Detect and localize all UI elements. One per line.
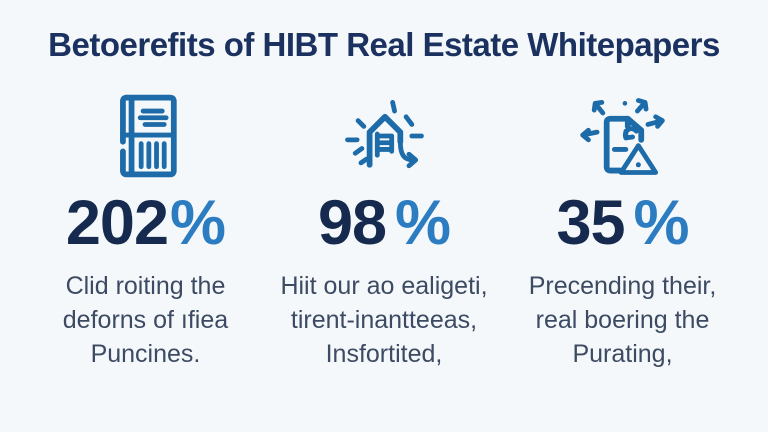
document-warning-arrows-icon	[570, 82, 676, 190]
stat-number: 98	[317, 188, 387, 258]
stat-caption: Precending their, real boering the Purat…	[529, 269, 717, 371]
stat-caption: Clid roiting the deforns of ıfiea Puncin…	[63, 269, 228, 371]
caption-line: Clid roiting the	[65, 272, 226, 300]
stat-column-2: 98% Hiit our ao ealigeti, tirent-inantte…	[267, 82, 502, 371]
report-book-icon	[97, 82, 193, 190]
caption-line: Puncines.	[90, 340, 201, 368]
stat-value: 35%	[556, 192, 689, 255]
caption-line: Precending their,	[528, 272, 717, 300]
caption-line: Insfortited,	[325, 340, 443, 368]
house-rays-arrow-icon	[331, 82, 437, 190]
caption-line: tirent-inantteeas,	[290, 306, 478, 334]
stat-column-3: 35% Precending their, real boering the P…	[505, 82, 740, 371]
stat-value: 202%	[66, 192, 226, 255]
percent-sign: %	[395, 188, 451, 258]
stat-column-1: 202% Clid roiting the deforns of ıfiea P…	[28, 82, 263, 371]
percent-sign: %	[633, 188, 690, 258]
page-title: Betoerefits of HIBT Real Estate Whitepap…	[48, 26, 720, 63]
stat-number: 202	[65, 188, 169, 258]
stats-row: 202% Clid roiting the deforns of ıfiea P…	[0, 82, 768, 371]
caption-line: real boering the	[535, 306, 710, 334]
caption-line: Purating,	[572, 340, 673, 368]
stat-number: 35	[556, 188, 625, 258]
stat-caption: Hiit our ao ealigeti, tirent-inantteeas,…	[280, 269, 487, 371]
caption-line: Hiit our ao ealigeti,	[280, 272, 488, 300]
percent-sign: %	[170, 188, 226, 258]
caption-line: deforns of ıfiea	[62, 306, 229, 334]
stat-value: 98%	[318, 192, 451, 255]
